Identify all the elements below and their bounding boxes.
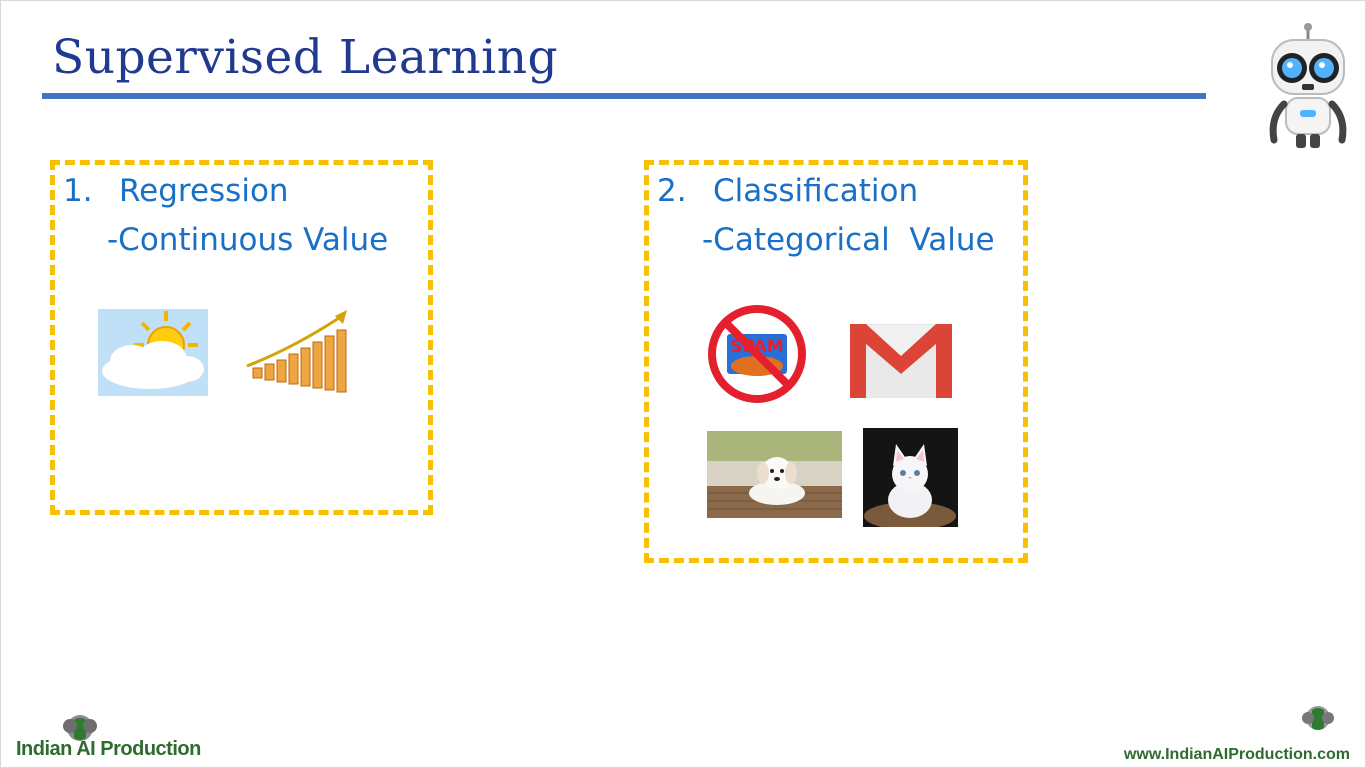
slide-title: Supervised Learning <box>52 30 559 85</box>
dog-photo <box>707 431 842 518</box>
growth-bar-chart-icon <box>246 310 347 393</box>
cat-photo <box>863 428 958 527</box>
classification-number: 2. <box>657 173 687 209</box>
brand-logo-icon <box>63 715 97 741</box>
title-underline <box>42 93 1206 99</box>
regression-box <box>50 160 433 515</box>
corner-brand-icon <box>1302 706 1334 730</box>
classification-heading: 2. Classification <box>657 173 918 209</box>
footer-url[interactable]: www.IndianAIProduction.com <box>1123 746 1350 763</box>
robot-mascot-icon <box>1269 23 1347 148</box>
regression-subtitle: -Continuous Value <box>107 222 389 258</box>
regression-title: Regression <box>119 173 289 209</box>
weather-sun-cloud-icon <box>98 309 208 396</box>
classification-box <box>644 160 1028 563</box>
gmail-icon <box>850 324 952 398</box>
regression-heading: 1. Regression <box>63 173 289 209</box>
classification-title: Classification <box>713 173 919 209</box>
classification-subtitle: -Categorical Value <box>702 222 995 258</box>
regression-number: 1. <box>63 173 93 209</box>
brand-name: Indian AI Production <box>16 738 201 760</box>
no-spam-icon: SPAM <box>708 305 806 403</box>
